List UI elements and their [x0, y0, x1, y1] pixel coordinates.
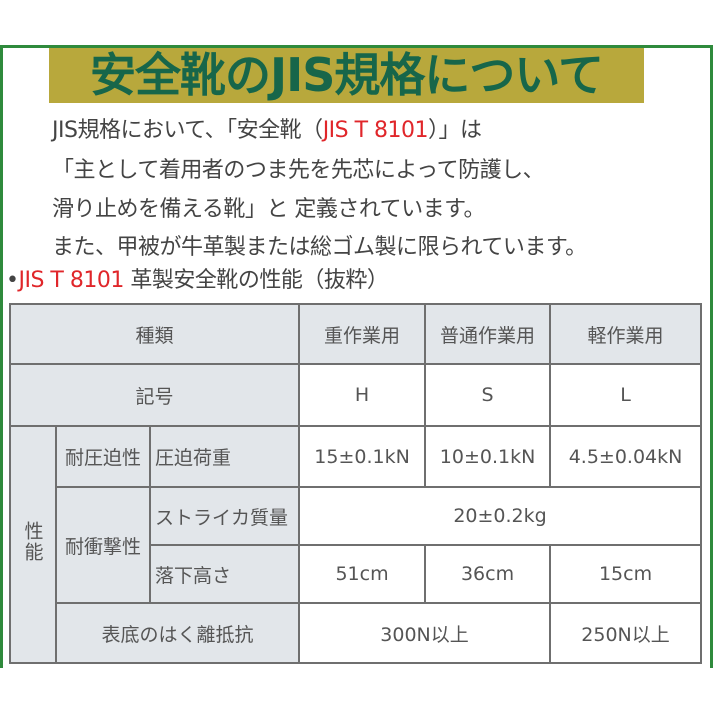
intro-line-3: 滑り止めを備える靴」と 定義されています。 [52, 197, 485, 222]
header-type: 種類 [8, 303, 301, 365]
compression-label: 圧迫荷重 [148, 425, 301, 488]
table-row: 性能 耐圧迫性 圧迫荷重 15±0.1kN 10±0.1kN 4.5±0.04k… [9, 425, 703, 664]
intro-text: ）」は [428, 118, 482, 143]
table-row: 表底のはく離抵抗 300N以上 250N以上 [10, 602, 703, 664]
intro-line-2: 「主として着用者のつま先を先芯によって防護し、 [52, 158, 545, 183]
cell: 36cm [424, 544, 552, 604]
cell: 20±0.2kg [298, 486, 703, 546]
striker-label: ストライカ質量 [148, 486, 301, 546]
cell: L [549, 363, 703, 427]
cell: 15±0.1kN [298, 425, 427, 488]
symbol-label: 記号 [8, 363, 301, 427]
bullet-icon: • [6, 268, 19, 293]
cell: 4.5±0.04kN [549, 425, 703, 488]
intro-text: JIS規格において、「安全靴（ [52, 118, 323, 143]
cell: 250N以上 [549, 602, 703, 664]
cell: 10±0.1kN [424, 425, 552, 488]
standard-code: JIS T 8101 [322, 118, 429, 143]
page-title: 安全靴のJIS規格について [49, 48, 644, 103]
subheading: •JIS T 8101 革製安全靴の性能（抜粋） [6, 262, 389, 294]
drop-label: 落下高さ [148, 544, 301, 604]
performance-text: 性能 [21, 521, 44, 563]
table-row: 落下高さ 51cm 36cm 15cm [10, 544, 703, 604]
table-row: 種類 重作業用 普通作業用 軽作業用 [8, 303, 703, 365]
cell: 51cm [298, 544, 427, 604]
header-heavy: 重作業用 [298, 303, 427, 365]
intro-line-1: JIS規格において、「安全靴（JIS T 8101）」は [52, 112, 482, 144]
compression-group: 耐圧迫性 [55, 425, 151, 488]
cell: 15cm [549, 544, 703, 604]
table-row: 記号 H S L [8, 363, 703, 427]
standard-code: JIS T 8101 [18, 268, 124, 293]
performance-table: 種類 重作業用 普通作業用 軽作業用 記号 H S L 性能 耐圧迫性 圧迫荷重… [8, 303, 703, 664]
performance-label: 性能 [9, 425, 57, 664]
intro-line-4: また、甲被が牛革製または総ゴム製に限られています。 [52, 235, 587, 260]
green-frame [0, 45, 713, 668]
header-light: 軽作業用 [549, 303, 703, 365]
cell: H [298, 363, 427, 427]
header-normal: 普通作業用 [424, 303, 552, 365]
table-row: 耐衝撃性 ストライカ質量 20±0.2kg [10, 486, 703, 604]
cell: 300N以上 [298, 602, 552, 664]
impact-group: 耐衝撃性 [55, 486, 151, 604]
cell: S [424, 363, 552, 427]
peel-label: 表底のはく離抵抗 [54, 602, 301, 664]
subheading-text: 革製安全靴の性能（抜粋） [123, 268, 389, 293]
